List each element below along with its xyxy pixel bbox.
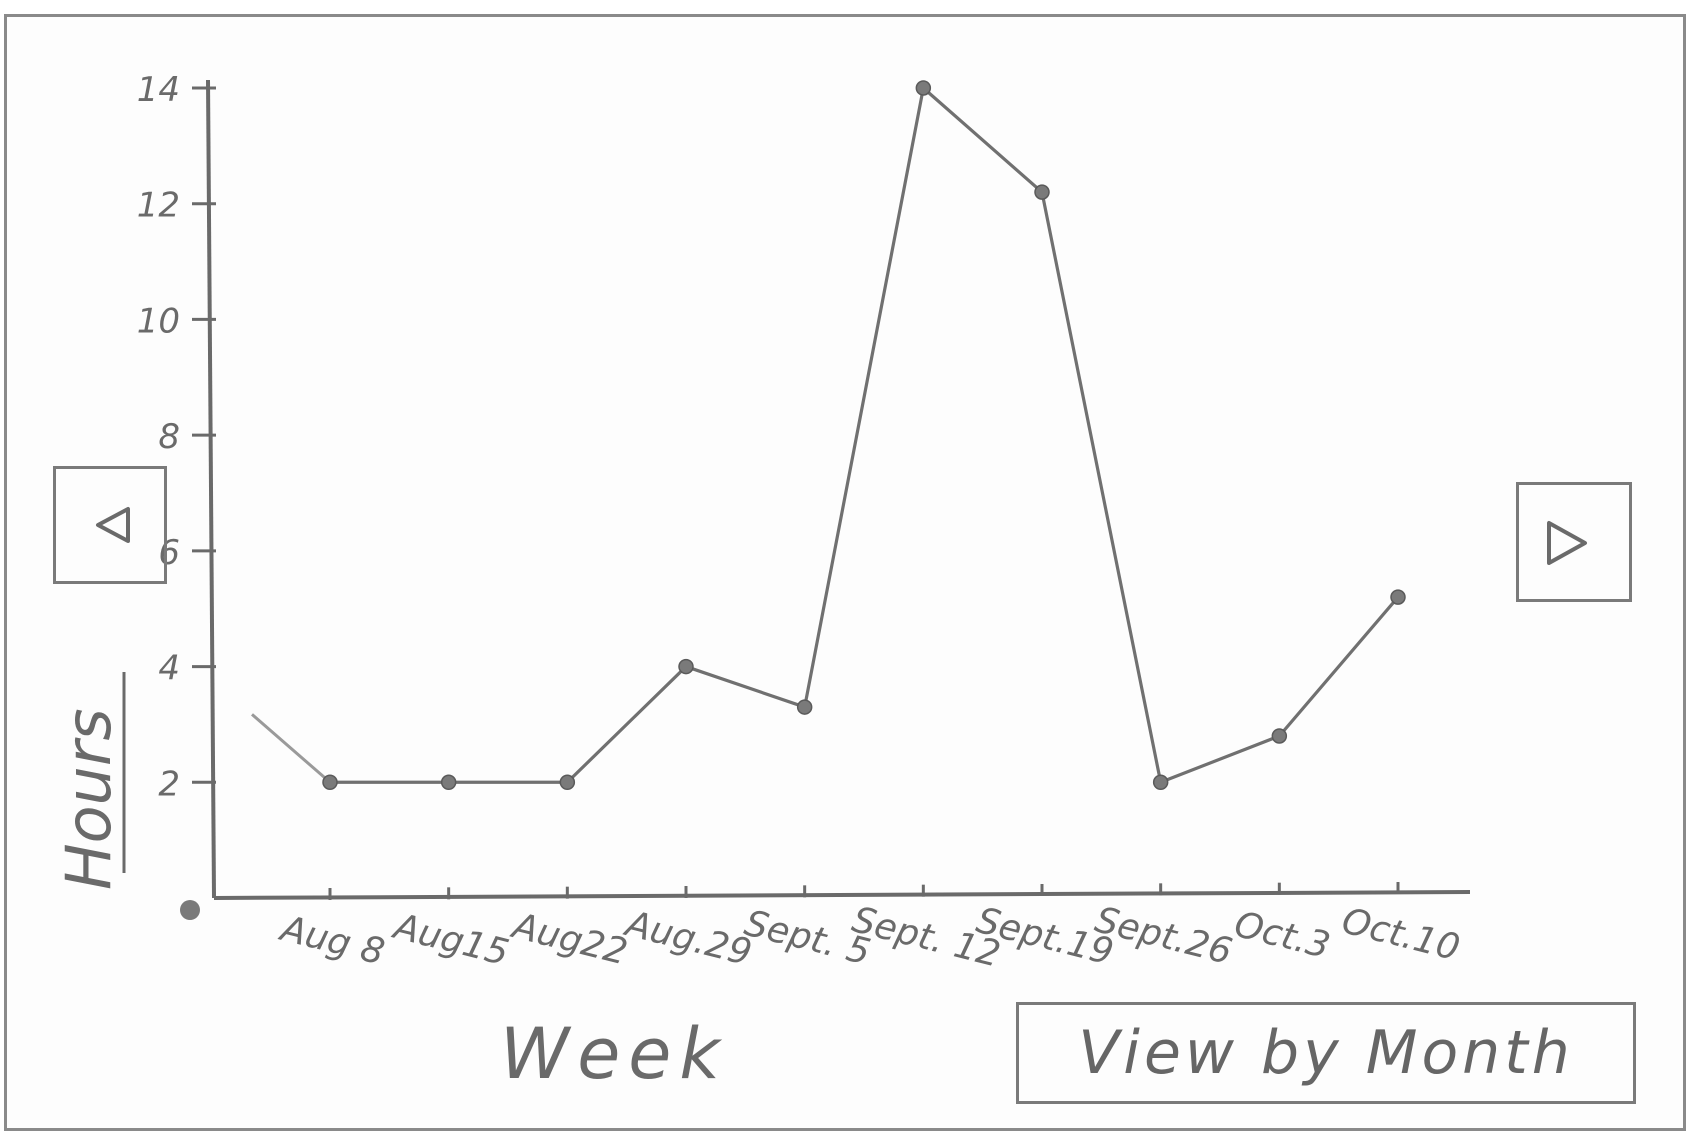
x-axis	[213, 890, 1471, 900]
y-tick-label: 6	[158, 533, 180, 573]
x-tick-label: Aug22	[507, 905, 632, 973]
origin-marker	[180, 900, 200, 920]
series-lead-in	[251, 713, 331, 784]
data-point	[796, 699, 813, 715]
x-tick-label: Aug.29	[620, 903, 756, 974]
data-point	[1152, 774, 1169, 791]
x-tick-label: Aug15	[388, 906, 513, 974]
x-tick-label: Aug 8	[275, 908, 388, 974]
data-point	[1034, 184, 1050, 200]
wireframe-border	[4, 14, 1686, 1131]
data-point	[1271, 728, 1288, 744]
triangle-left-icon	[96, 507, 130, 543]
previous-page-button[interactable]	[53, 466, 167, 584]
next-page-button[interactable]	[1516, 482, 1632, 602]
y-tick-label: 12	[137, 186, 180, 226]
data-point	[559, 774, 576, 791]
y-axis-label: Hours	[52, 708, 125, 890]
y-ticks: 2 4 6 8 10 12 14	[137, 70, 216, 804]
data-point	[915, 80, 932, 96]
x-tick-label: Sept.26	[1091, 899, 1236, 972]
data-point	[678, 658, 694, 675]
series-hours	[251, 80, 1406, 791]
axes	[180, 79, 1471, 920]
data-point	[322, 774, 338, 791]
x-tick-label: Oct.3	[1230, 904, 1334, 967]
y-tick-label: 14	[137, 70, 180, 110]
data-point	[440, 774, 457, 791]
y-tick-label: 10	[137, 301, 180, 341]
triangle-right-icon	[1547, 521, 1587, 565]
data-point	[1390, 589, 1406, 605]
y-tick-label: 8	[158, 417, 180, 457]
y-tick-label: 2	[158, 764, 180, 804]
y-tick-label: 4	[158, 649, 180, 689]
x-tick-label: Oct.10	[1338, 900, 1464, 969]
view-by-month-button[interactable]: View by Month	[1016, 1002, 1636, 1104]
series-line	[330, 86, 1400, 784]
x-axis-label: Week	[500, 1013, 728, 1095]
y-axis	[206, 79, 216, 899]
